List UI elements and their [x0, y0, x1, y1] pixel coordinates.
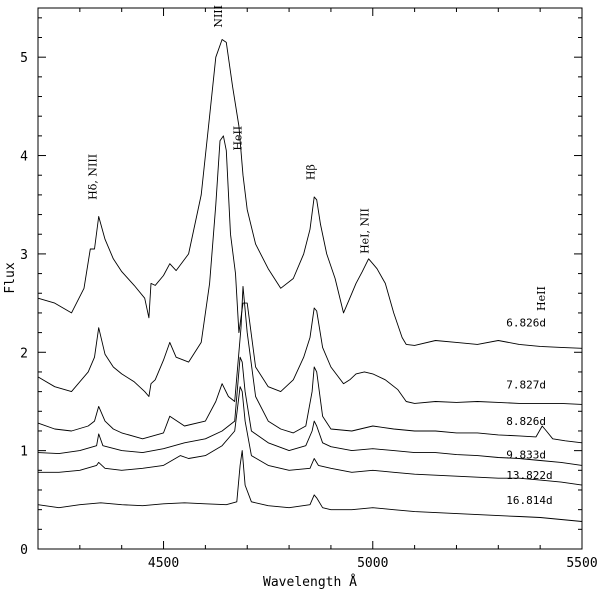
epoch-label: 13.822d [506, 469, 552, 482]
epoch-label: 6.826d [506, 317, 546, 330]
spectrum-line-6.826d [37, 39, 583, 349]
spectrum-line-7.827d [37, 135, 583, 405]
spectral-line-label: Hβ [305, 164, 318, 180]
epoch-label: 7.827d [506, 379, 546, 392]
spectral-line-label: Hδ, NIII [87, 154, 100, 200]
y-tick-label: 4 [20, 150, 28, 165]
spectral-line-label: HeII [231, 126, 244, 151]
y-axis-title: Flux [3, 262, 18, 293]
line-annotations: Hδ, NIII NIII HeII Hβ HeI, NII HeII [87, 5, 548, 311]
y-tick-label: 3 [20, 248, 28, 263]
epoch-label: 9.833d [506, 449, 546, 462]
spectral-line-label: NIII [212, 5, 225, 28]
epoch-labels: 6.826d 7.827d 8.826d 9.833d 13.822d 16.814d [506, 317, 552, 507]
x-tick-label: 4500 [148, 556, 179, 571]
spectrum-line-8.826d [37, 285, 583, 444]
y-tick-label: 0 [20, 543, 28, 558]
plot-area-border [37, 7, 583, 550]
spectra-series [37, 39, 583, 522]
y-tick-label: 1 [20, 445, 28, 460]
axis-ticks [37, 8, 583, 550]
x-axis-title: Wavelength Å [263, 574, 357, 590]
spectral-line-label: HeI, NII [359, 208, 372, 254]
x-tick-label: 5500 [566, 556, 597, 571]
spectrum-line-16.814d [37, 450, 583, 522]
epoch-label: 8.826d [506, 415, 546, 428]
spectrum-line-13.822d [38, 386, 583, 486]
plot-frame [37, 7, 583, 550]
y-tick-label: 2 [20, 346, 28, 361]
axis-tick-labels: 4500 5000 5500 0 1 2 3 4 5 [20, 51, 597, 571]
x-tick-label: 5000 [357, 556, 388, 571]
spectrum-line-9.833d [37, 356, 583, 466]
epoch-label: 16.814d [506, 494, 552, 507]
spectral-line-label: HeII [535, 286, 548, 311]
y-tick-label: 5 [20, 51, 28, 66]
